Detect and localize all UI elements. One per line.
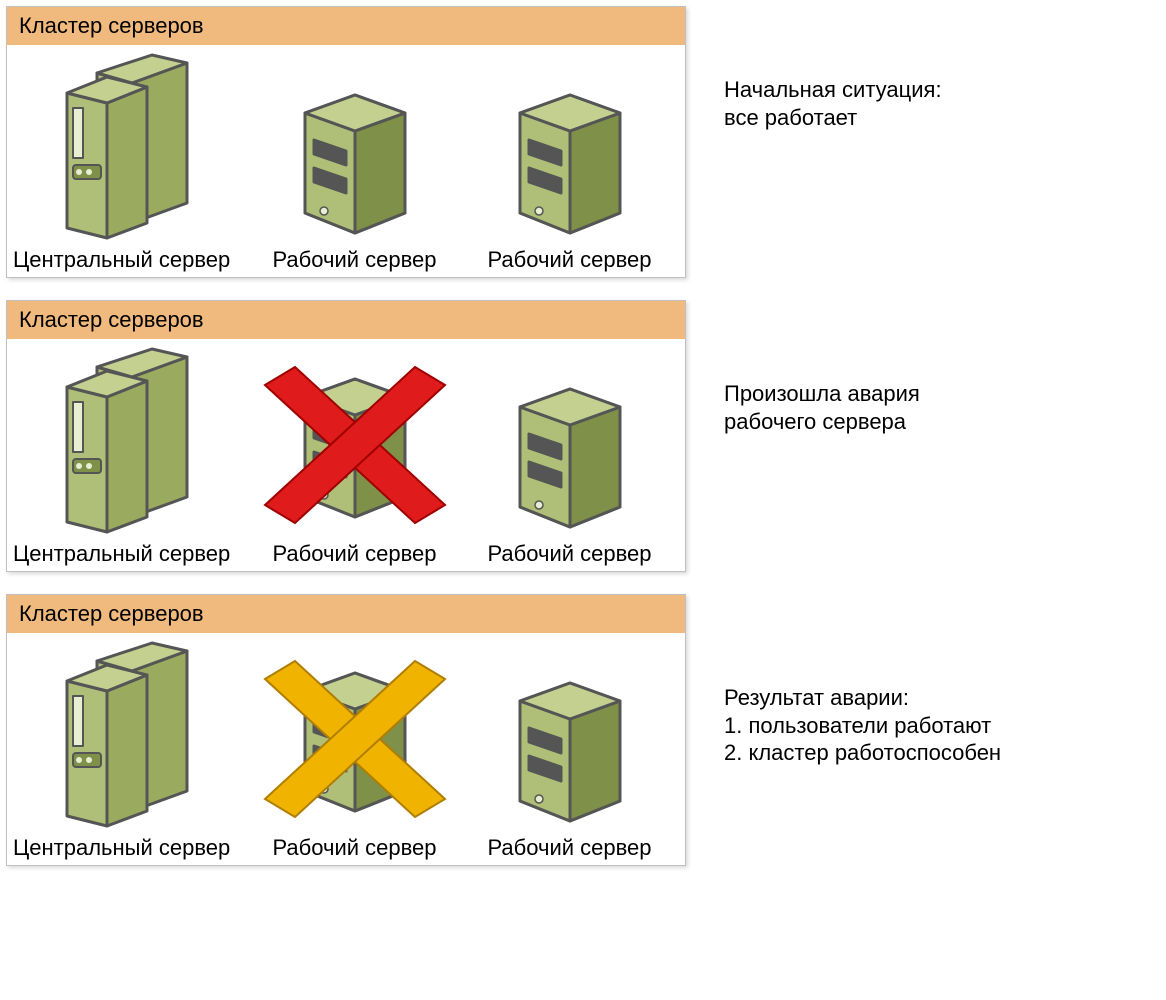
- diagram-row: Кластер серверов: [6, 300, 1160, 572]
- server-label: Центральный сервер: [13, 835, 230, 861]
- diagram-row: Кластер серверов: [6, 594, 1160, 866]
- panel-title: Кластер серверов: [7, 7, 685, 45]
- panel-body: Центральный сервер Рабочий сервер: [7, 45, 685, 277]
- diagram-row: Кластер серверов: [6, 6, 1160, 278]
- server-label: Рабочий сервер: [272, 541, 436, 567]
- server-tower-degraded-icon: [255, 651, 455, 831]
- server-label: Рабочий сервер: [487, 835, 651, 861]
- server-label: Центральный сервер: [13, 247, 230, 273]
- server-label: Рабочий сервер: [487, 541, 651, 567]
- panel-title: Кластер серверов: [7, 301, 685, 339]
- server-rack-icon: [37, 347, 217, 537]
- server-rack-icon: [37, 641, 217, 831]
- central-server: Центральный сервер: [7, 53, 247, 273]
- worker-server: Рабочий сервер: [462, 377, 677, 567]
- panel-description: Начальная ситуация: все работает: [724, 76, 942, 131]
- server-label: Центральный сервер: [13, 541, 230, 567]
- panel-description: Произошла авария рабочего сервера: [724, 380, 920, 435]
- panel-title: Кластер серверов: [7, 595, 685, 633]
- panel-body: Центральный сервер: [7, 633, 685, 865]
- cluster-panel: Кластер серверов: [6, 6, 686, 278]
- cluster-panel: Кластер серверов: [6, 594, 686, 866]
- server-label: Рабочий сервер: [487, 247, 651, 273]
- worker-server: Рабочий сервер: [247, 83, 462, 273]
- server-label: Рабочий сервер: [272, 835, 436, 861]
- server-tower-icon: [495, 377, 645, 537]
- panel-body: Центральный сервер: [7, 339, 685, 571]
- worker-server: Рабочий сервер: [462, 671, 677, 861]
- panel-description: Результат аварии: 1. пользователи работа…: [724, 684, 1001, 767]
- server-tower-failed-icon: [255, 357, 455, 537]
- central-server: Центральный сервер: [7, 347, 247, 567]
- server-tower-icon: [495, 83, 645, 243]
- worker-server-failed: Рабочий сервер: [247, 357, 462, 567]
- central-server: Центральный сервер: [7, 641, 247, 861]
- server-tower-icon: [280, 83, 430, 243]
- server-rack-icon: [37, 53, 217, 243]
- server-tower-icon: [495, 671, 645, 831]
- worker-server-degraded: Рабочий сервер: [247, 651, 462, 861]
- cluster-panel: Кластер серверов: [6, 300, 686, 572]
- worker-server: Рабочий сервер: [462, 83, 677, 273]
- server-label: Рабочий сервер: [272, 247, 436, 273]
